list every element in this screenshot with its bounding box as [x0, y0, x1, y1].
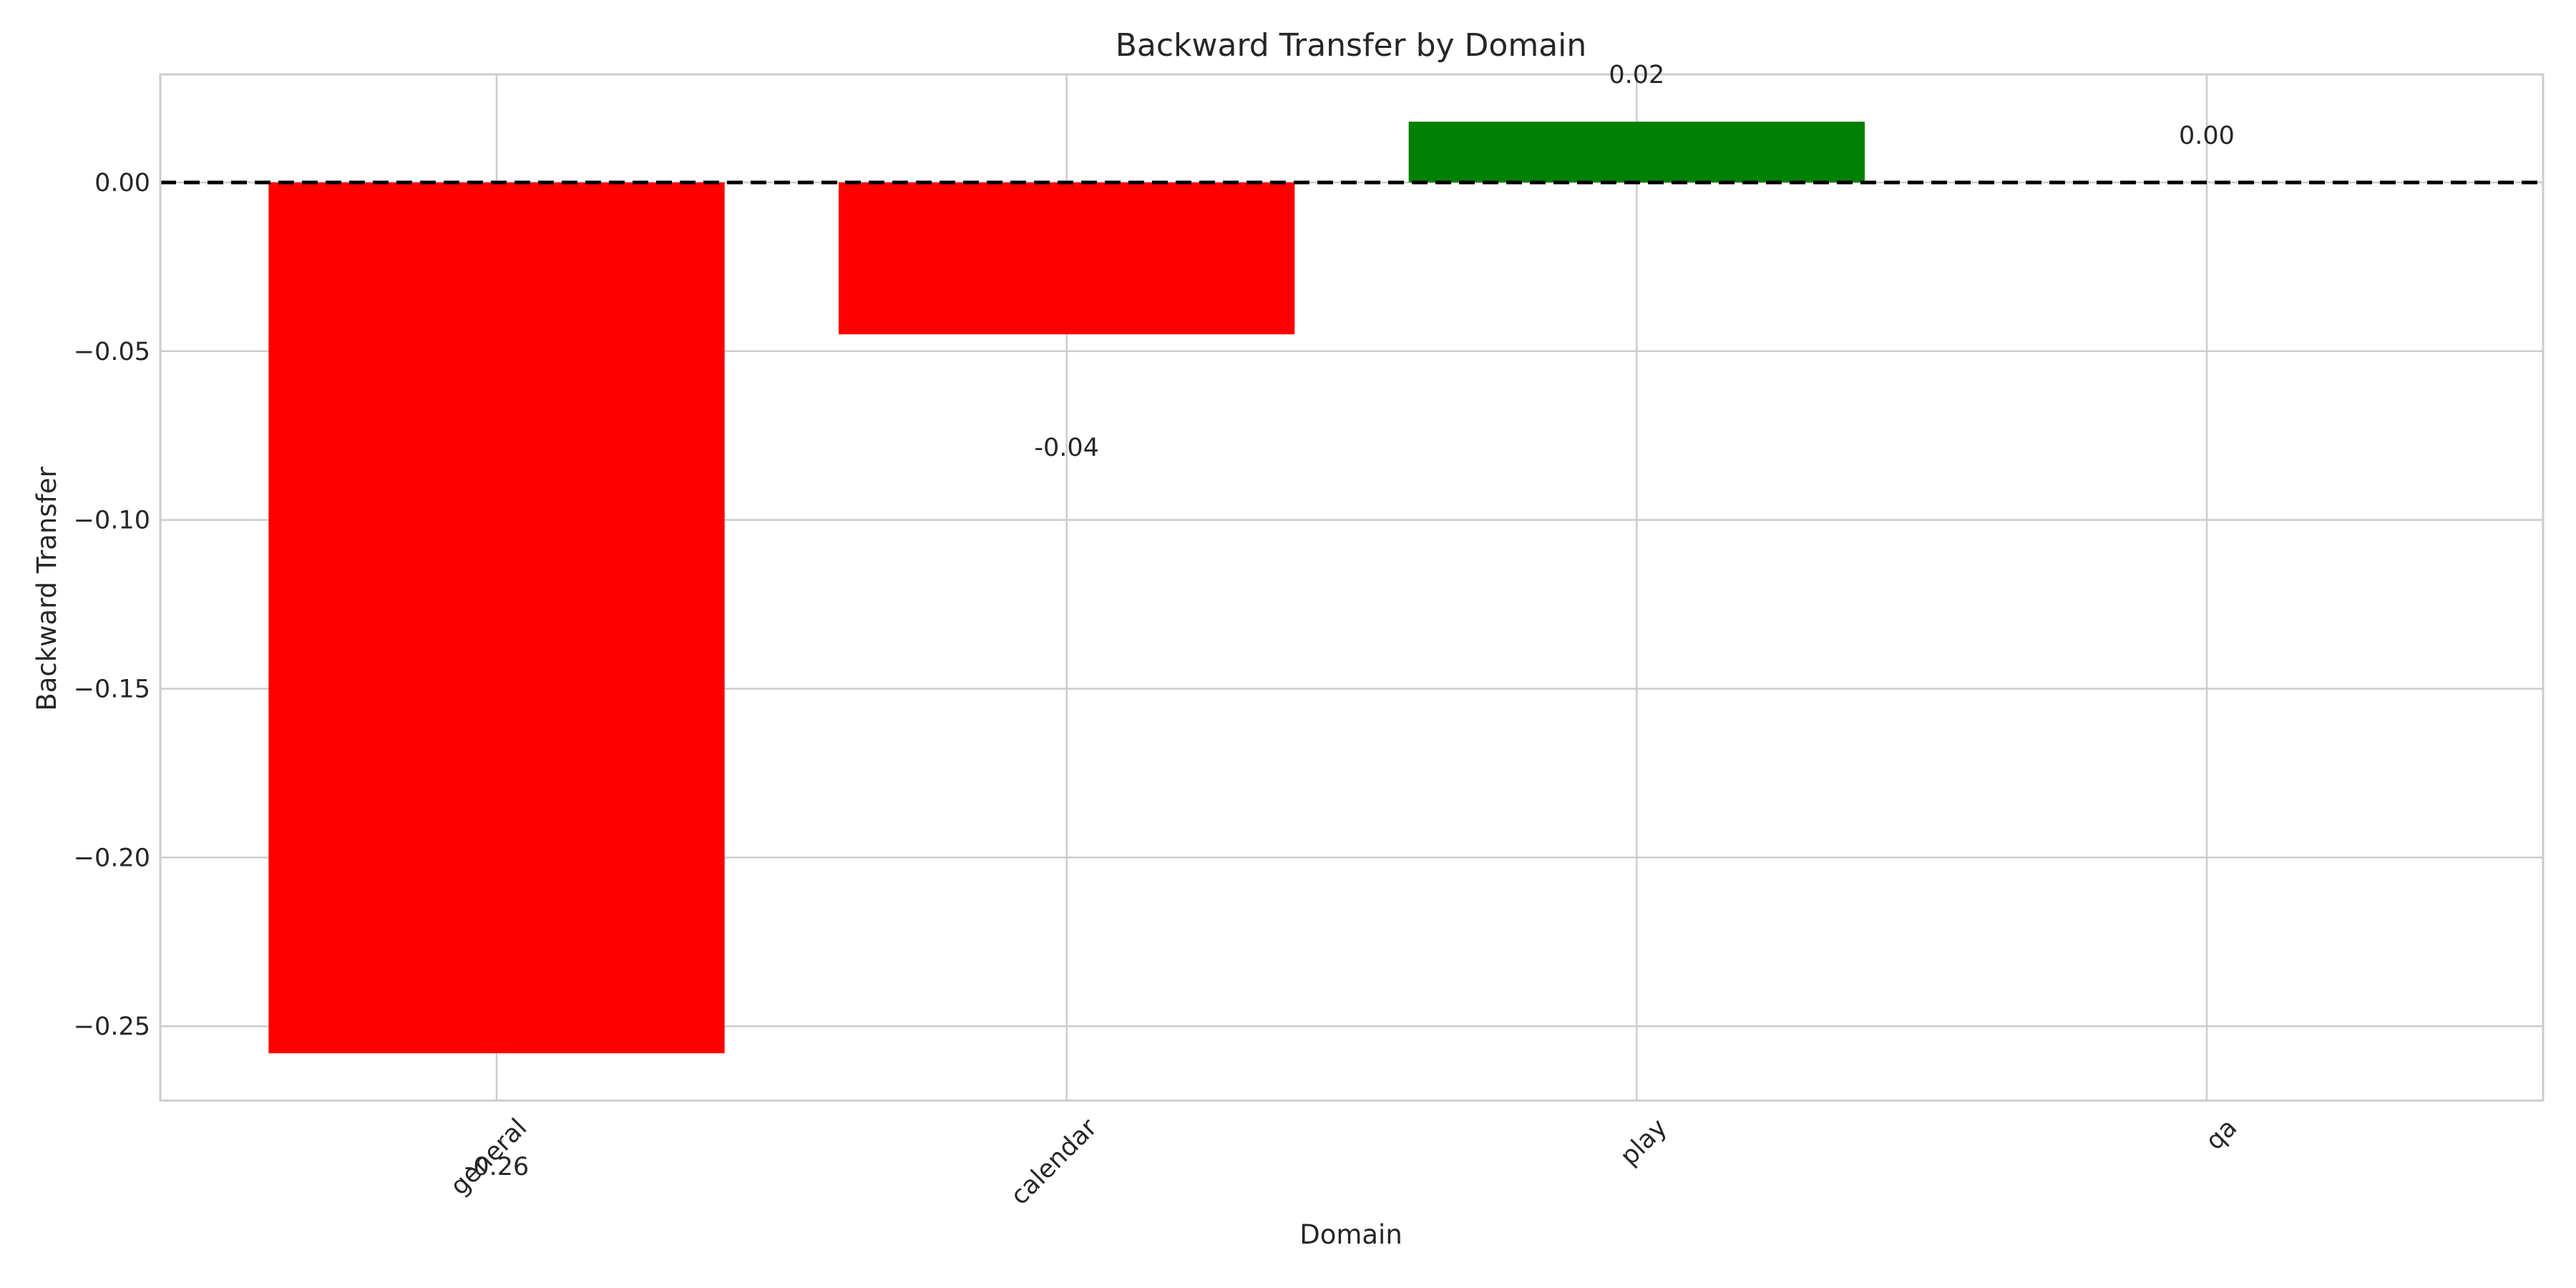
chart-title: Backward Transfer by Domain	[1116, 27, 1587, 64]
value-label-calendar: -0.04	[1034, 434, 1099, 462]
value-label-general: -0.26	[464, 1153, 530, 1181]
x-tick-label: play	[1615, 1113, 1673, 1171]
x-axis-label: Domain	[1299, 1219, 1402, 1250]
value-label-qa: 0.00	[2179, 122, 2235, 150]
y-tick-label: 0.00	[94, 169, 150, 197]
y-axis-label: Backward Transfer	[31, 467, 62, 711]
plot-frame	[159, 73, 2545, 1102]
value-label-play: 0.02	[1609, 61, 1664, 89]
bar-play	[1408, 122, 1865, 182]
x-axis-ticks: general calendar play qa	[445, 1113, 2243, 1211]
y-tick-label: −0.25	[74, 1013, 150, 1041]
y-tick-label: −0.15	[74, 675, 150, 704]
x-tick-label: qa	[2200, 1113, 2243, 1156]
y-tick-label: −0.05	[74, 338, 150, 366]
bars	[268, 122, 1865, 1053]
bar-calendar	[839, 182, 1295, 335]
bar-general	[268, 182, 725, 1053]
x-tick-label: calendar	[1005, 1113, 1103, 1211]
value-labels: -0.26 -0.04 0.02 0.00	[464, 61, 2235, 1181]
y-axis-ticks: 0.00 −0.05 −0.10 −0.15 −0.20 −0.25	[74, 169, 150, 1041]
y-tick-label: −0.20	[74, 844, 150, 872]
y-tick-label: −0.10	[74, 507, 150, 535]
